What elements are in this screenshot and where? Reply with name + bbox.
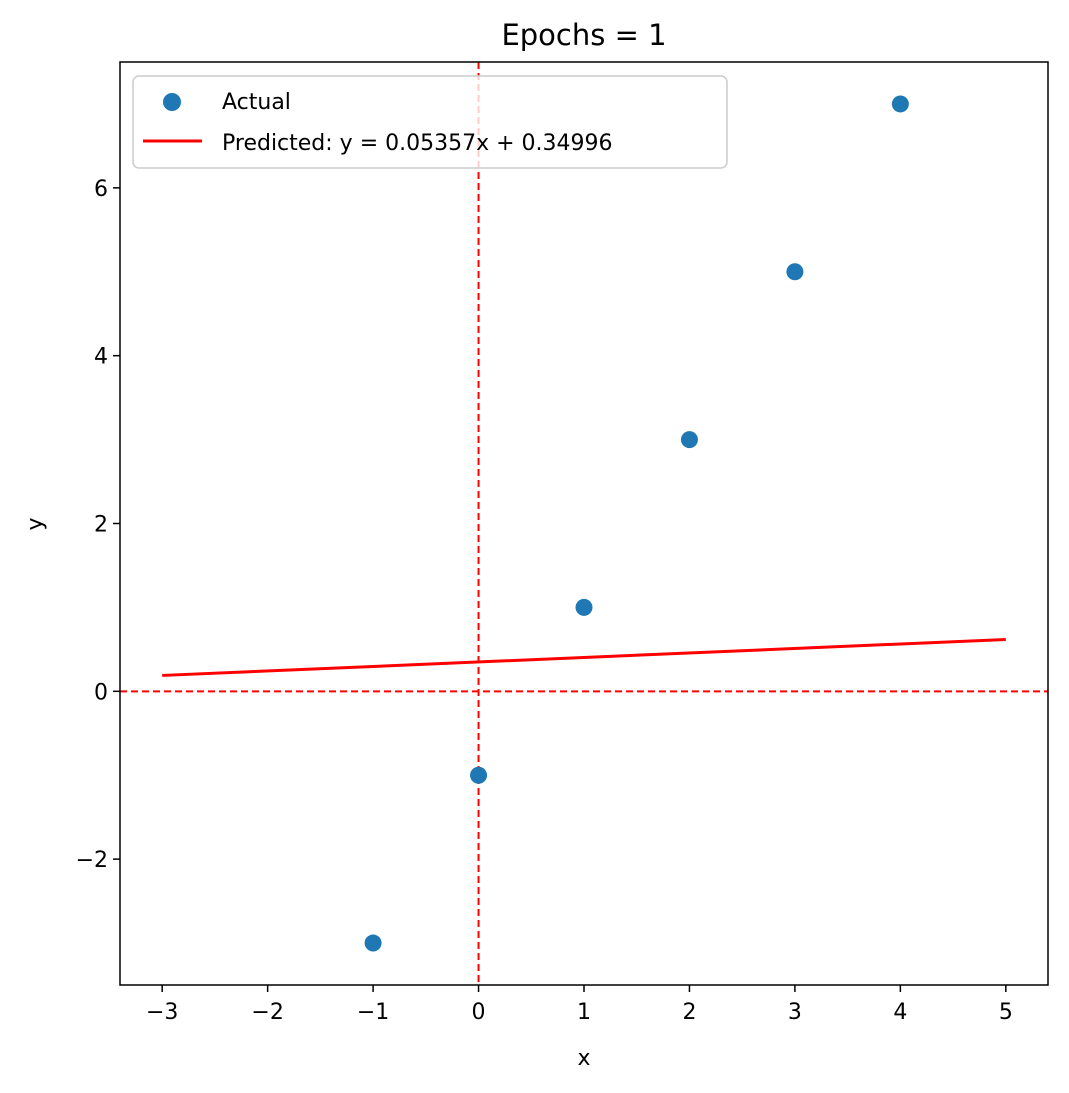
chart-title: Epochs = 1 [501,18,666,52]
data-point-0 [364,934,382,952]
y-tick-label: 0 [94,680,108,705]
predicted-line [162,637,1006,677]
data-point-5 [891,95,909,113]
x-tick-label: 1 [577,1000,591,1025]
x-tick-label: −1 [357,1000,389,1025]
x-tick-label: −2 [251,1000,283,1025]
x-tick-label: 4 [893,1000,907,1025]
y-tick-label: −2 [76,848,108,873]
data-point-1 [470,766,488,784]
data-point-4 [786,263,804,281]
y-tick-label: 2 [94,513,108,538]
y-tick-label: 4 [94,345,108,370]
reference-lines [120,62,1048,985]
x-tick-label: 5 [999,1000,1013,1025]
legend-label-predicted: Predicted: y = 0.05357x + 0.34996 [222,131,613,156]
legend-box [132,75,728,169]
x-tick-label: 3 [788,1000,802,1025]
y-axis-ticks: −2 0 2 4 6 [76,177,120,873]
data-point-3 [680,431,698,449]
legend: Actual Predicted: y = 0.05357x + 0.34996 [132,75,728,169]
y-axis-label: y [23,517,48,530]
x-tick-label: 0 [472,1000,486,1025]
legend-label-actual: Actual [222,90,291,115]
legend-marker-actual [163,93,181,111]
y-tick-label: 6 [94,177,108,202]
predicted-line-group [162,637,1006,677]
actual-points [364,95,909,952]
x-tick-label: 2 [682,1000,696,1025]
data-point-2 [575,598,593,616]
x-axis-label: x [577,1046,590,1071]
x-axis-ticks: −3 −2 −1 0 1 2 3 4 5 [146,985,1013,1025]
x-tick-label: −3 [146,1000,178,1025]
